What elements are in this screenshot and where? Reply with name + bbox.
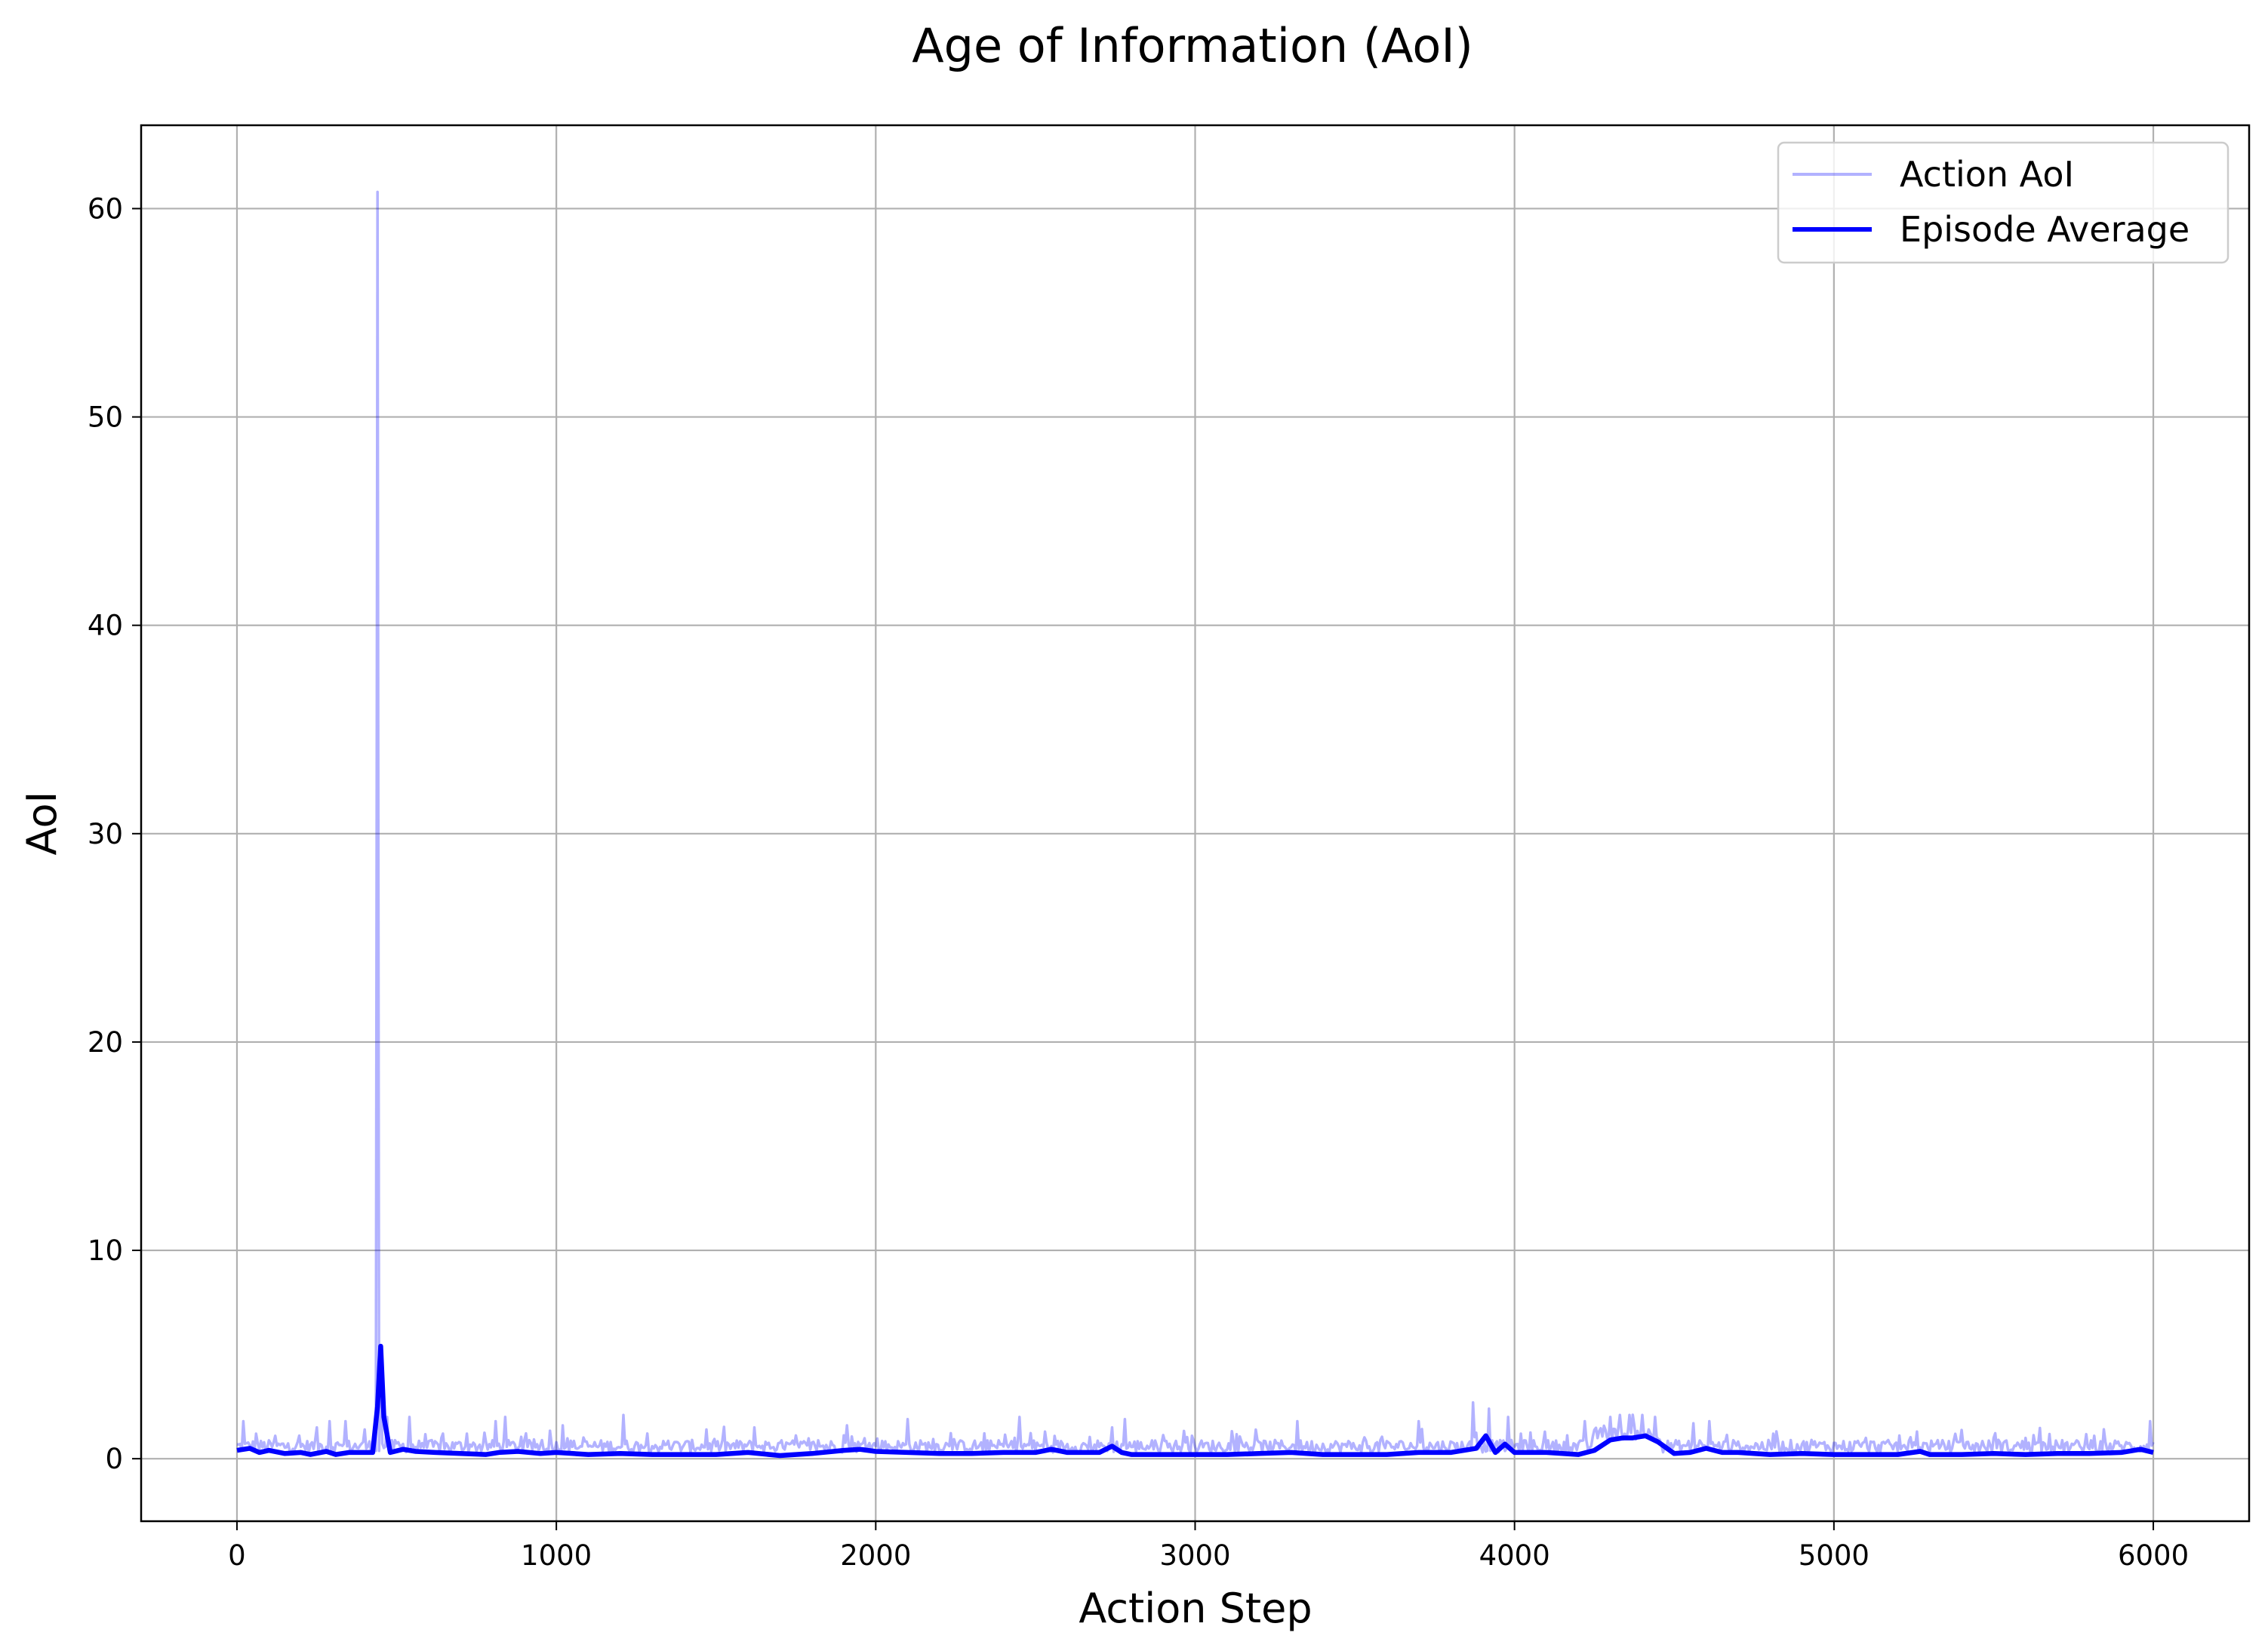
y-axis-label: AoI <box>18 792 66 856</box>
series-line-episode-average <box>236 1343 2154 1459</box>
x-axis-label: Action Step <box>1079 1585 1312 1632</box>
y-tick-label: 40 <box>88 610 123 642</box>
y-tick-label: 20 <box>88 1026 123 1059</box>
x-tick-label: 1000 <box>521 1539 592 1572</box>
grid-lines <box>141 125 2249 1521</box>
axis-ticks: 0 1000 2000 3000 4000 5000 6000 0 10 20 30 40 50 60 <box>88 192 2189 1572</box>
plot-area-frame <box>140 124 2251 1523</box>
legend-label-action-aoi: Action AoI <box>1900 154 2074 195</box>
y-tick-label: 50 <box>88 401 123 434</box>
x-tick-label: 3000 <box>1159 1539 1230 1572</box>
x-tick-label: 0 <box>228 1539 246 1572</box>
y-tick-label: 30 <box>88 818 123 850</box>
x-tick-label: 6000 <box>2118 1539 2189 1572</box>
chart-title: Age of Information (AoI) <box>912 18 1473 73</box>
legend-label-episode-average: Episode Average <box>1900 209 2190 250</box>
x-tick-label: 2000 <box>840 1539 911 1572</box>
y-tick-label: 0 <box>105 1443 123 1475</box>
series-layer <box>236 190 2155 1459</box>
x-tick-label: 4000 <box>1479 1539 1550 1572</box>
y-tick-label: 10 <box>88 1234 123 1267</box>
series-line-action-aoi <box>236 190 2155 1454</box>
y-tick-label: 60 <box>88 192 123 225</box>
legend-box <box>1777 141 2230 264</box>
x-tick-label: 5000 <box>1799 1539 1869 1572</box>
legend: Action AoI Episode Average <box>1777 141 2230 264</box>
